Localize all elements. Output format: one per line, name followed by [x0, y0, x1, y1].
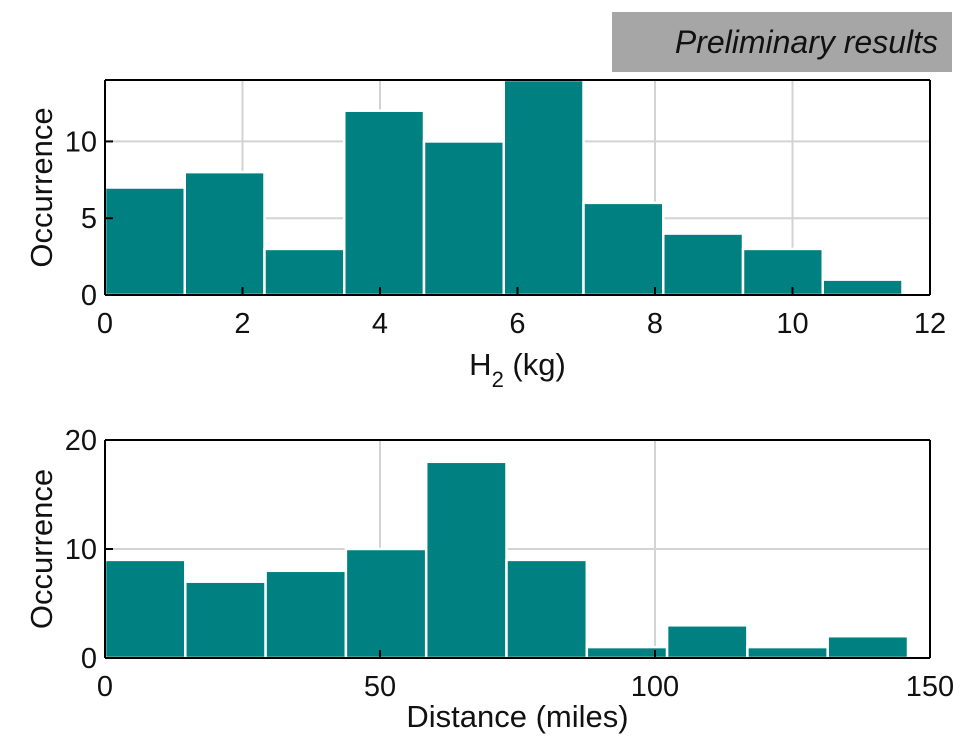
- y-tick-label: 0: [81, 280, 97, 312]
- x-axis-label: Distance (miles): [406, 699, 628, 734]
- x-tick-label: 12: [914, 308, 946, 340]
- y-tick-label: 5: [81, 203, 97, 235]
- x-tick-label: 6: [509, 308, 525, 340]
- x-tick-label: 0: [97, 671, 113, 703]
- y-tick-label: 10: [65, 534, 97, 566]
- x-tick-label: 4: [372, 308, 388, 340]
- histogram-bar: [582, 201, 665, 297]
- preliminary-results-badge: Preliminary results: [612, 12, 952, 72]
- x-tick-label: 8: [647, 308, 663, 340]
- x-axis-label: H2 (kg): [469, 347, 566, 392]
- histogram-bar: [103, 186, 186, 297]
- x-tick-label: 50: [364, 671, 396, 703]
- x-tick-label: 10: [776, 308, 808, 340]
- badge-text: Preliminary results: [674, 24, 938, 60]
- histogram-bar: [741, 247, 824, 297]
- x-tick-label: 150: [906, 671, 954, 703]
- histogram-bar: [665, 624, 749, 660]
- x-tick-label: 100: [631, 671, 679, 703]
- histogram-bar: [103, 558, 187, 660]
- y-tick-label: 10: [65, 126, 97, 158]
- histogram-bar: [746, 645, 829, 660]
- histogram-bar: [264, 569, 348, 660]
- y-tick-label: 20: [65, 425, 97, 457]
- y-axis-label: Occurrence: [24, 107, 59, 267]
- histogram-bar: [424, 460, 508, 660]
- x-tick-label: 2: [234, 308, 250, 340]
- y-axis-label: Occurrence: [24, 469, 59, 629]
- histogram-bar: [826, 634, 910, 660]
- histogram-bar: [344, 547, 428, 660]
- histogram-bar: [183, 170, 266, 297]
- histogram-bar: [502, 78, 585, 297]
- histogram-bar: [343, 109, 426, 297]
- histogram-bar: [821, 278, 904, 297]
- y-tick-label: 0: [81, 643, 97, 675]
- histogram-bar: [184, 580, 267, 660]
- histogram-bar: [662, 232, 745, 297]
- histogram-bar: [422, 140, 505, 297]
- histogram-bar: [505, 558, 589, 660]
- x-tick-label: 0: [97, 308, 113, 340]
- histogram-bar: [263, 247, 346, 297]
